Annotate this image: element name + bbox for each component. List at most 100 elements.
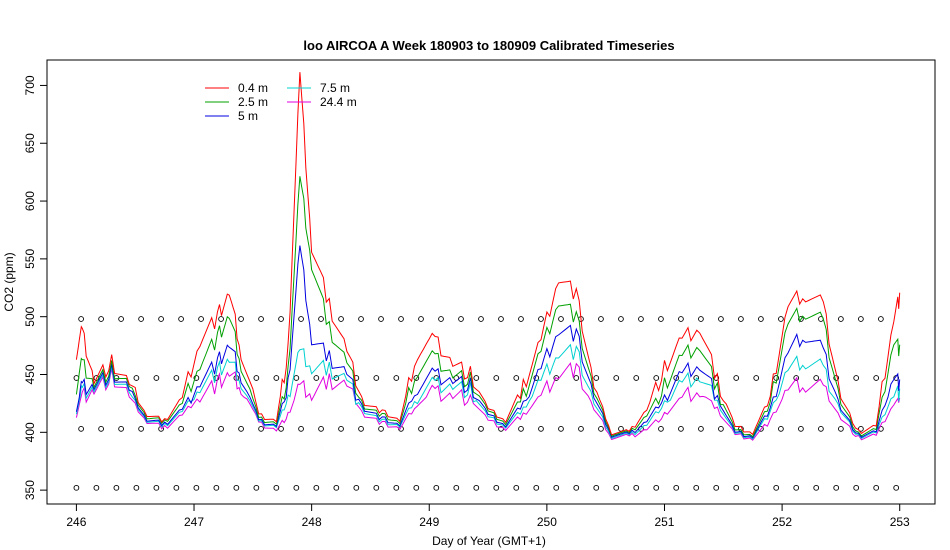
y-tick-label: 400 <box>23 422 37 442</box>
calibration-marker <box>673 375 680 381</box>
legend-label: 24.4 m <box>320 95 357 109</box>
calibration-marker <box>658 316 664 322</box>
calibration-marker <box>773 484 780 491</box>
series-line <box>75 343 901 440</box>
calibration-marker <box>698 316 704 322</box>
calibration-marker <box>453 484 460 491</box>
calibration-marker <box>358 425 364 432</box>
calibration-marker <box>678 425 684 432</box>
calibration-marker <box>718 316 724 322</box>
calibration-marker <box>198 316 204 322</box>
x-tick-label: 251 <box>654 515 674 529</box>
calibration-marker <box>253 375 260 381</box>
calibration-marker <box>878 425 884 432</box>
calibration-marker <box>293 375 300 381</box>
calibration-marker <box>73 484 80 491</box>
chart-title: loo AIRCOA A Week 180903 to 180909 Calib… <box>303 38 674 53</box>
series-line <box>75 245 901 439</box>
calibration-marker <box>853 375 860 381</box>
legend-label: 0.4 m <box>238 81 268 95</box>
calibration-marker <box>573 484 580 491</box>
calibration-marker <box>658 425 664 432</box>
calibration-marker <box>238 316 244 322</box>
calibration-marker <box>753 375 760 381</box>
y-tick-label: 700 <box>23 75 37 95</box>
calibration-marker <box>193 484 200 491</box>
calibration-marker <box>713 484 720 491</box>
calibration-marker <box>433 484 440 491</box>
calibration-marker <box>533 484 540 491</box>
calibration-marker <box>873 375 880 381</box>
calibration-marker <box>213 484 220 491</box>
x-tick-label: 250 <box>537 515 557 529</box>
calibration-marker <box>458 316 464 322</box>
legend-label: 5 m <box>238 109 258 123</box>
y-tick-label: 550 <box>23 249 37 269</box>
calibration-marker <box>793 375 800 381</box>
y-tick-label: 350 <box>23 480 37 500</box>
calibration-marker <box>198 425 204 432</box>
calibration-marker <box>513 484 520 491</box>
calibration-marker <box>233 484 240 491</box>
calibration-marker <box>498 316 504 322</box>
calibration-marker <box>278 425 284 432</box>
calibration-marker <box>838 316 844 322</box>
calibration-marker <box>873 484 880 491</box>
calibration-marker <box>218 316 224 322</box>
calibration-marker <box>353 484 360 491</box>
calibration-marker <box>738 316 744 322</box>
calibration-marker <box>418 316 424 322</box>
calibration-marker <box>113 484 120 491</box>
calibration-marker <box>253 484 260 491</box>
x-tick-label: 247 <box>184 515 204 529</box>
calibration-marker <box>153 484 160 491</box>
calibration-marker <box>518 316 524 322</box>
calibration-marker <box>318 316 324 322</box>
calibration-marker <box>778 425 784 432</box>
calibration-marker <box>598 316 604 322</box>
calibration-marker <box>333 484 340 491</box>
calibration-marker <box>653 375 660 381</box>
calibration-marker <box>138 425 144 432</box>
calibration-marker <box>573 375 580 381</box>
calibration-marker <box>838 425 844 432</box>
calibration-marker <box>633 375 640 381</box>
calibration-marker <box>318 425 324 432</box>
x-tick-label: 249 <box>419 515 439 529</box>
calibration-marker <box>733 375 740 381</box>
calibration-marker <box>493 375 500 381</box>
calibration-marker <box>438 425 444 432</box>
calibration-marker <box>633 484 640 491</box>
calibration-marker <box>673 484 680 491</box>
plot-frame <box>46 59 936 505</box>
calibration-marker <box>578 425 584 432</box>
series-line <box>75 362 901 441</box>
calibration-marker <box>158 316 164 322</box>
calibration-marker <box>193 375 200 381</box>
calibration-marker <box>878 316 884 322</box>
calibration-marker <box>173 375 180 381</box>
calibration-marker <box>798 425 804 432</box>
calibration-marker <box>593 375 600 381</box>
calibration-marker <box>378 316 384 322</box>
calibration-marker <box>693 484 700 491</box>
calibration-marker <box>238 425 244 432</box>
calibration-marker <box>298 316 304 322</box>
calibration-marker <box>338 316 344 322</box>
x-tick-label: 246 <box>66 515 86 529</box>
x-axis-title: Day of Year (GMT+1) <box>432 534 546 548</box>
calibration-marker <box>798 316 804 322</box>
calibration-marker <box>173 484 180 491</box>
calibration-marker <box>613 375 620 381</box>
calibration-marker <box>813 484 820 491</box>
calibration-marker <box>358 316 364 322</box>
calibration-marker <box>393 375 400 381</box>
y-tick-label: 450 <box>23 364 37 384</box>
calibration-marker <box>398 316 404 322</box>
calibration-marker <box>613 484 620 491</box>
calibration-marker <box>478 425 484 432</box>
calibration-marker <box>393 484 400 491</box>
calibration-marker <box>93 484 100 491</box>
